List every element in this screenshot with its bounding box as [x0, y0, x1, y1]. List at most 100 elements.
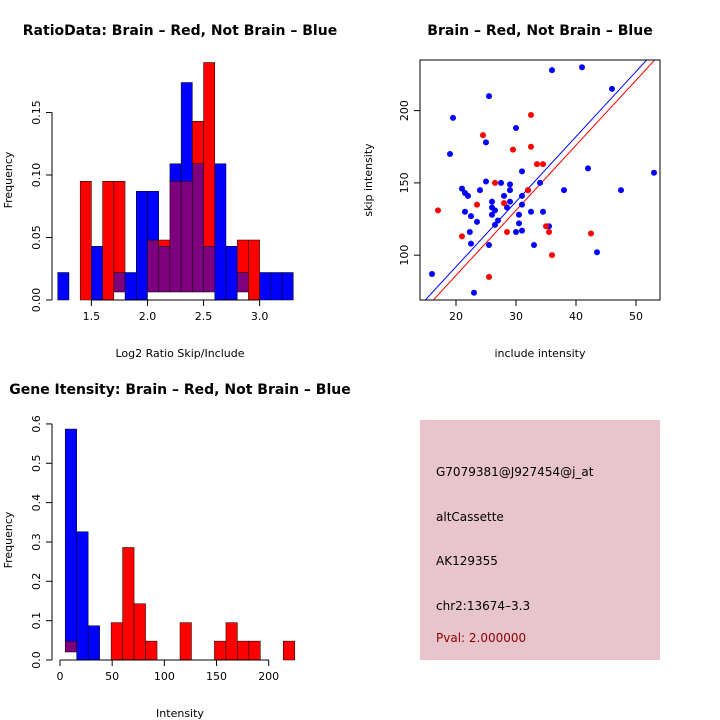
scatter-point-not-brain [489, 198, 495, 205]
gene-x-tick-label: 150 [206, 670, 227, 683]
scatter-point-brain [540, 161, 546, 168]
scatter-point-not-brain [468, 213, 474, 220]
scatter-x-tick-label: 50 [629, 310, 643, 323]
gene-bar-brain [122, 547, 135, 661]
scatter-point-brain [549, 252, 555, 259]
scatter-point-not-brain [501, 192, 507, 199]
scatter-point-not-brain [519, 168, 525, 175]
scatter-point-brain [588, 230, 594, 237]
scatter-point-brain [543, 223, 549, 230]
scatter-point-not-brain [513, 124, 519, 131]
scatter-point-not-brain [516, 211, 522, 218]
gene-intensity-histogram-panel: Gene Itensity: Brain – Red, Not Brain – … [2, 382, 351, 720]
gene-bar-brain [248, 640, 261, 661]
gene-bar-brain [225, 622, 238, 661]
scatter-point-not-brain [618, 187, 624, 194]
scatter-point-not-brain [450, 114, 456, 121]
gene-bar-brain [145, 640, 158, 661]
scatter-point-brain [528, 111, 534, 118]
scatter-point-not-brain [594, 249, 600, 256]
ratio-bar-overlap [236, 272, 249, 293]
scatter-point-not-brain [483, 139, 489, 146]
scatter-point-not-brain [489, 211, 495, 218]
scatter-x-tick-label: 30 [509, 310, 523, 323]
ratio-bar-not-brain [57, 272, 70, 301]
ratio-histogram-panel: RatioData: Brain – Red, Not Brain – Blue… [2, 23, 337, 360]
intensity-scatter-title: Brain – Red, Not Brain – Blue [427, 23, 652, 39]
scatter-point-not-brain [651, 169, 657, 176]
gene-y-tick-label: 0.4 [30, 494, 43, 512]
gene-y-tick-label: 0.1 [30, 612, 43, 630]
accession-text: AK129355 [436, 554, 498, 568]
ratio-histogram-ylabel: Frequency [2, 151, 15, 208]
scatter-point-brain [459, 233, 465, 240]
ratio-bar-not-brain [147, 191, 159, 241]
scatter-point-not-brain [498, 179, 504, 186]
scatter-point-not-brain [492, 207, 498, 214]
ratio-bar-not-brain [214, 163, 227, 301]
scatter-point-not-brain [462, 208, 468, 215]
scatter-point-not-brain [466, 229, 473, 236]
scatter-point-not-brain [537, 179, 543, 186]
scatter-point-not-brain [483, 178, 489, 185]
ratio-y-tick-label: 0.05 [30, 225, 43, 250]
scatter-point-brain [480, 132, 486, 139]
scatter-y-tick-label: 200 [398, 100, 411, 121]
ratio-x-tick-label: 2.0 [139, 310, 157, 323]
gene-bar-brain [179, 622, 192, 661]
scatter-point-not-brain [504, 204, 510, 211]
ratio-bar-overlap [147, 239, 159, 293]
scatter-x-tick-label: 20 [449, 310, 463, 323]
scatter-point-brain [534, 161, 540, 168]
scatter-point-not-brain [507, 187, 513, 194]
ratio-x-tick-label: 1.5 [83, 310, 101, 323]
scatter-x-tick-label: 40 [569, 310, 583, 323]
scatter-point-brain [528, 143, 534, 150]
scatter-point-brain [525, 187, 531, 194]
scatter-point-not-brain [495, 217, 501, 224]
pval-text: Pval: 2.000000 [436, 631, 526, 645]
scatter-point-not-brain [474, 218, 480, 225]
scatter-point-not-brain [519, 201, 525, 208]
gene-y-tick-label: 0.5 [30, 455, 43, 473]
ratio-bar-overlap [192, 163, 204, 293]
ratio-x-tick-label: 3.0 [251, 310, 269, 323]
scatter-y-tick-label: 150 [398, 172, 411, 193]
gene-y-tick-label: 0.0 [30, 651, 43, 669]
gene-intensity-histogram-ylabel: Frequency [2, 511, 15, 568]
ratio-bar-overlap [169, 181, 182, 293]
scatter-point-not-brain [459, 185, 465, 192]
ratio-bar-not-brain [124, 272, 137, 301]
gene-y-tick-label: 0.3 [30, 533, 43, 551]
gene-x-tick-label: 100 [154, 670, 175, 683]
scatter-point-not-brain [519, 227, 525, 234]
ratio-bar-brain [192, 121, 204, 164]
gene-bar-brain [214, 640, 227, 661]
scatter-point-not-brain [486, 93, 492, 100]
gene-bar-not-brain [87, 625, 100, 661]
event-type-text: altCassette [436, 510, 504, 524]
intensity-scatter-points [429, 64, 657, 296]
scatter-point-not-brain [486, 242, 492, 249]
intensity-scatter-axes: 20 30 40 50 100 150 200 [398, 59, 661, 323]
ratio-y-tick-label: 0.10 [30, 163, 43, 188]
gene-y-tick-label: 0.2 [30, 573, 43, 591]
gene-x-tick-label: 50 [105, 670, 119, 683]
scatter-point-not-brain [609, 85, 615, 92]
ratio-y-tick-label: 0.00 [30, 288, 43, 313]
scatter-point-not-brain [561, 187, 567, 194]
intensity-scatter-xlabel: include intensity [494, 347, 586, 360]
ratio-bar-not-brain [259, 272, 272, 301]
gene-bar-not-brain [76, 531, 89, 661]
ratio-bar-not-brain [169, 163, 182, 182]
gene-bar-brain [237, 640, 250, 661]
gene-bar-brain [283, 640, 296, 661]
ratio-bar-brain [236, 239, 249, 273]
scatter-point-not-brain [465, 192, 471, 199]
scatter-point-not-brain [513, 229, 519, 236]
scatter-point-not-brain [531, 242, 537, 249]
scatter-point-not-brain [507, 181, 513, 188]
probe-id-text: G7079381@J927454@j_at [436, 465, 594, 479]
scatter-point-not-brain [516, 220, 522, 227]
ratio-bar-not-brain [281, 272, 294, 301]
